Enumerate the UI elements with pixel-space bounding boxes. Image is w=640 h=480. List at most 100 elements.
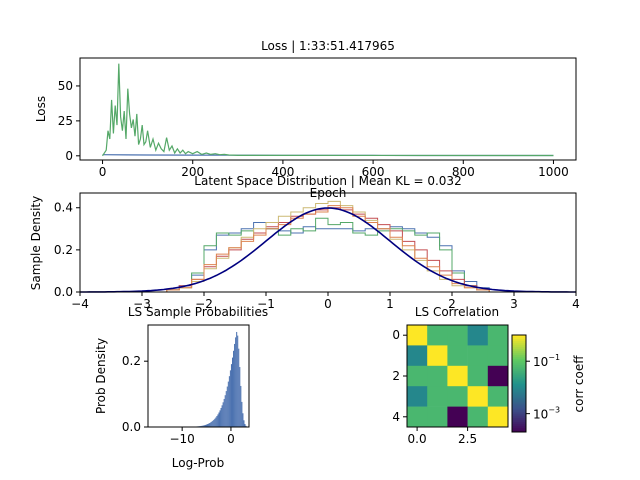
logprob-x-ticks: −10 0 xyxy=(169,427,235,446)
logprob-y-ticks: 0.0 0.2 xyxy=(122,354,148,434)
corr-cell xyxy=(427,386,448,407)
logprob-xtick-label: 0 xyxy=(227,432,235,446)
logprob-bar xyxy=(234,343,236,427)
logprob-title: LS Sample Probabilities xyxy=(128,305,268,319)
logprob-bar xyxy=(204,424,206,427)
logprob-bar xyxy=(240,385,242,427)
latent-y-ticks: 0.0 0.2 0.4 xyxy=(54,201,80,299)
logprob-bar xyxy=(209,423,211,427)
corr-cell xyxy=(427,365,448,387)
colorbar-segment xyxy=(512,335,526,338)
corr-plot-area xyxy=(407,325,509,428)
corr-y-ticks: 0 2 4 xyxy=(392,328,407,424)
logprob-bar xyxy=(233,350,235,427)
colorbar-segment xyxy=(512,355,526,358)
colorbar-segment xyxy=(512,373,526,376)
logprob-plot-area xyxy=(189,331,247,427)
colorbar-segment xyxy=(512,397,526,401)
logprob-bar xyxy=(211,421,213,427)
logprob-chart: −10 0 0.0 0.2 LS Sample Probabilities Log-… xyxy=(94,305,268,470)
corr-title: LS Correlation xyxy=(415,305,499,319)
logprob-bar xyxy=(201,425,203,427)
logprob-bar xyxy=(214,418,216,427)
corr-cell xyxy=(447,406,468,428)
logprob-bar xyxy=(229,370,231,427)
corr-cell xyxy=(427,406,448,428)
logprob-bar xyxy=(218,412,220,427)
logprob-bar xyxy=(226,386,228,427)
corr-cell xyxy=(487,325,509,346)
loss-chart: Loss | 1:33:51.417965 0 200 400 600 800 1000 … xyxy=(34,39,577,200)
logprob-ytick-label: 0.0 xyxy=(122,420,141,434)
colorbar-segment xyxy=(512,379,526,382)
logprob-bar xyxy=(217,414,219,427)
corr-cell xyxy=(427,325,448,346)
colorbar-segment xyxy=(512,365,526,368)
colorbar-segment xyxy=(512,421,526,425)
logprob-xtick-label: −10 xyxy=(169,432,194,446)
logprob-bar xyxy=(237,335,239,427)
logprob-bar xyxy=(200,425,202,427)
corr-ytick-label: 2 xyxy=(392,369,400,383)
corr-cell xyxy=(467,386,489,407)
colorbar-segment xyxy=(512,367,526,370)
corr-xtick-label: 2.5 xyxy=(458,432,477,446)
logprob-bar xyxy=(235,337,237,427)
logprob-bar xyxy=(227,381,229,427)
logprob-bar xyxy=(236,331,238,427)
latent-series-step xyxy=(166,200,490,292)
colorbar-segment xyxy=(512,347,526,350)
latent-series-step xyxy=(166,222,490,292)
loss-ytick-label: 25 xyxy=(58,114,73,128)
corr-cell xyxy=(487,345,509,367)
logprob-bar xyxy=(221,405,223,427)
corr-cell xyxy=(467,345,489,367)
logprob-bar xyxy=(208,423,210,427)
loss-x-ticks: 0 200 400 600 800 1000 xyxy=(99,160,569,179)
colorbar-segment xyxy=(512,377,526,380)
logprob-bar xyxy=(203,425,205,427)
latent-xtick-label: 0 xyxy=(324,297,332,311)
colorbar-tick-label: 10−3 xyxy=(533,406,560,422)
colorbar-segment xyxy=(512,425,526,429)
logprob-bar xyxy=(210,422,212,427)
colorbar-segment xyxy=(512,403,526,407)
logprob-bar xyxy=(230,364,232,427)
logprob-bar xyxy=(223,398,225,427)
colorbar-tick-base: 10 xyxy=(533,408,548,422)
loss-xtick-label: 800 xyxy=(452,165,475,179)
logprob-bar xyxy=(212,420,214,427)
corr-cell xyxy=(407,325,428,346)
logprob-bar xyxy=(244,424,246,427)
loss-frame xyxy=(79,57,577,161)
colorbar-segment xyxy=(512,423,526,427)
loss-ylabel: Loss xyxy=(34,96,48,122)
loss-ytick-label: 50 xyxy=(58,79,73,93)
logprob-bar xyxy=(243,420,245,427)
latent-series-step xyxy=(166,217,490,292)
colorbar-segment xyxy=(512,393,526,397)
colorbar-segment xyxy=(512,409,526,413)
colorbar-segment xyxy=(512,407,526,411)
corr-x-ticks: 0.0 2.5 xyxy=(408,427,477,446)
latent-ytick-label: 0.2 xyxy=(54,243,73,257)
corr-cell xyxy=(467,406,489,428)
logprob-bar xyxy=(216,416,218,427)
loss-xtick-label: 1000 xyxy=(538,165,569,179)
logprob-bar xyxy=(213,419,215,427)
logprob-bar xyxy=(215,417,217,427)
colorbar-segment xyxy=(512,363,526,366)
colorbar: 10−110−3 xyxy=(511,334,560,433)
latent-xtick-label: −2 xyxy=(195,297,213,311)
loss-y-ticks: 0 25 50 xyxy=(58,79,80,163)
corr-cell xyxy=(487,386,509,407)
logprob-bar xyxy=(219,410,221,427)
latent-plot-area xyxy=(80,200,576,293)
logprob-frame xyxy=(147,324,250,428)
loss-series-line xyxy=(101,63,554,157)
colorbar-segment xyxy=(512,419,526,423)
colorbar-segment xyxy=(512,427,526,431)
latent-xtick-label: −3 xyxy=(133,297,151,311)
logprob-bar xyxy=(231,357,234,427)
